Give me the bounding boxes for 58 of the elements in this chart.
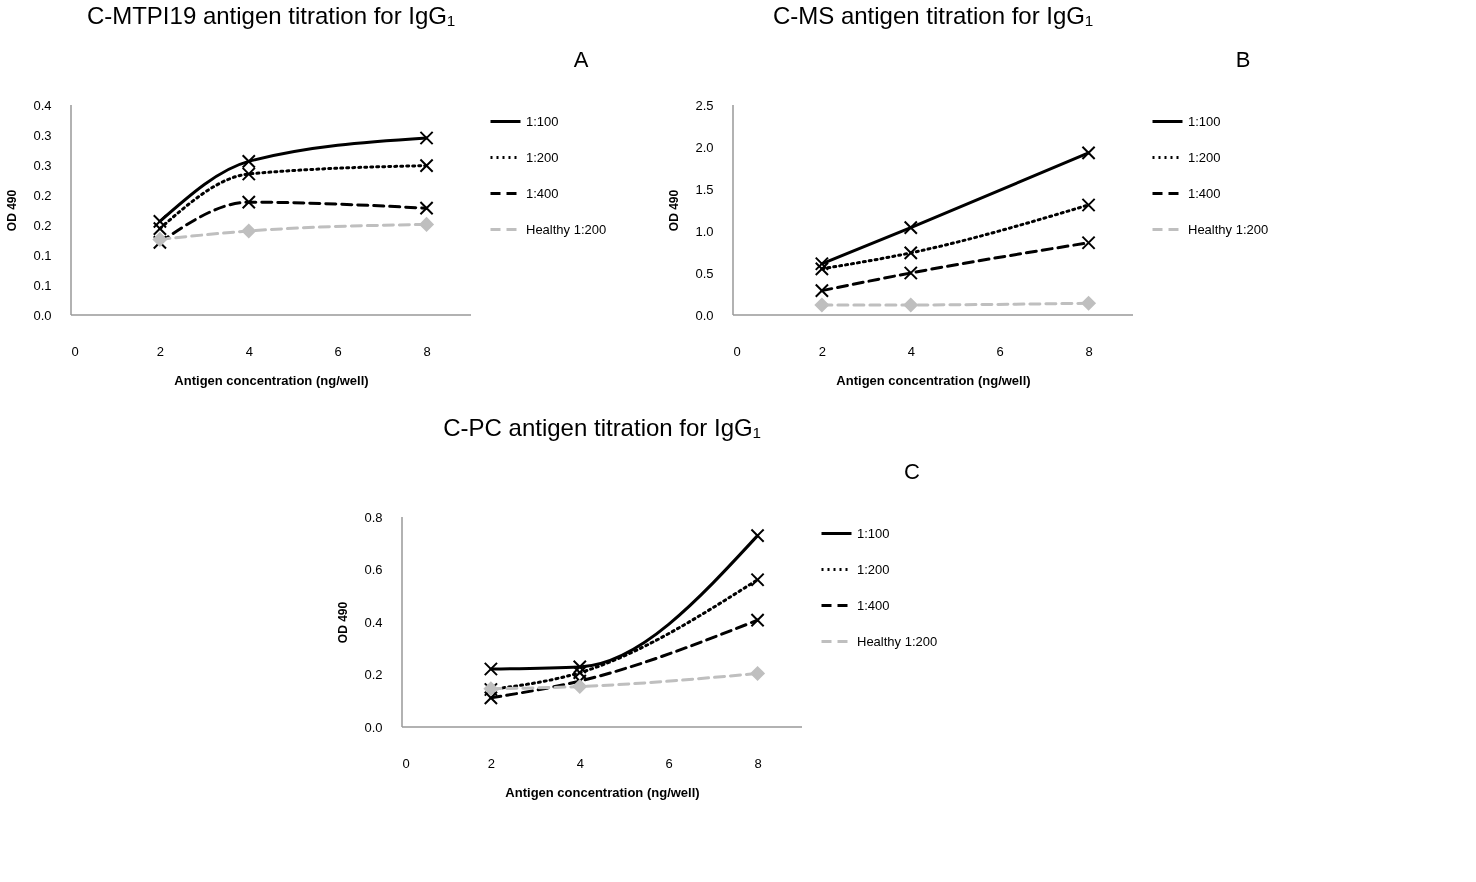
x-tick-label: 0 bbox=[733, 343, 741, 359]
y-tick-label: 0.0 bbox=[364, 719, 383, 735]
y-tick-label: 2.0 bbox=[695, 139, 714, 155]
x-tick-label: 8 bbox=[754, 755, 762, 771]
y-tick-label: 0.0 bbox=[33, 307, 52, 323]
legend-label: 1:200 bbox=[1188, 149, 1221, 165]
y-tick-label: 0.3 bbox=[33, 127, 52, 143]
text: A bbox=[573, 47, 589, 72]
x-tick-label: 8 bbox=[1085, 343, 1093, 359]
legend-label: Healthy 1:200 bbox=[857, 633, 938, 649]
x-tick-label: 4 bbox=[245, 343, 253, 359]
y-tick-label: 0.2 bbox=[364, 667, 383, 682]
legend-label: 1:200 bbox=[857, 561, 890, 577]
x-tick-label: 6 bbox=[996, 343, 1004, 359]
x-tick-label: 4 bbox=[907, 343, 915, 359]
chart-title: C-MS antigen titration for IgG₁ bbox=[772, 2, 1094, 29]
y-tick-label: 0.2 bbox=[33, 187, 52, 203]
y-tick-label: 0.0 bbox=[695, 307, 714, 323]
x-tick-label: 4 bbox=[576, 755, 584, 771]
y-axis-title: OD 490 bbox=[5, 189, 20, 232]
y-tick-label: 2.5 bbox=[695, 97, 714, 113]
x-tick-label: 2 bbox=[156, 343, 165, 359]
legend-label: 1:100 bbox=[857, 525, 890, 541]
legend-label: 1:400 bbox=[526, 185, 559, 201]
x-axis-title: Antigen concentration (ng/well) bbox=[174, 372, 369, 388]
x-tick-label: 8 bbox=[423, 343, 431, 359]
legend-label: Healthy 1:200 bbox=[1188, 221, 1269, 237]
legend-label: 1:400 bbox=[857, 597, 890, 613]
text: C bbox=[904, 459, 921, 484]
text: B bbox=[1235, 47, 1251, 72]
y-axis-title: OD 490 bbox=[336, 601, 351, 644]
y-tick-label: 0.5 bbox=[695, 265, 714, 281]
legend-label: 1:200 bbox=[526, 149, 559, 165]
legend-label: Healthy 1:200 bbox=[526, 221, 607, 237]
y-tick-label: 1.0 bbox=[695, 223, 714, 239]
y-tick-label: 0.4 bbox=[364, 614, 383, 630]
legend-label: 1:100 bbox=[526, 113, 559, 129]
x-tick-label: 0 bbox=[402, 755, 410, 771]
y-tick-label: 0.8 bbox=[364, 509, 383, 525]
x-tick-label: 6 bbox=[334, 343, 342, 359]
y-tick-label: 0.2 bbox=[33, 217, 52, 233]
y-tick-label: 0.1 bbox=[33, 247, 52, 263]
chart-title: C-PC antigen titration for IgG₁ bbox=[443, 414, 761, 441]
y-tick-label: 0.3 bbox=[33, 157, 52, 173]
y-tick-label: 0.6 bbox=[364, 562, 383, 577]
y-axis-title: OD 490 bbox=[667, 189, 682, 232]
y-tick-label: 0.4 bbox=[33, 97, 52, 113]
x-tick-label: 0 bbox=[71, 343, 79, 359]
legend-label: 1:400 bbox=[1188, 185, 1221, 201]
x-axis-title: Antigen concentration (ng/well) bbox=[505, 784, 700, 800]
x-tick-label: 6 bbox=[665, 755, 673, 771]
legend-label: 1:100 bbox=[1188, 113, 1221, 129]
y-tick-label: 1.5 bbox=[695, 181, 714, 197]
x-tick-label: 2 bbox=[487, 755, 496, 771]
chart-title: C-MTPI19 antigen titration for IgG₁ bbox=[86, 2, 456, 29]
y-tick-label: 0.1 bbox=[33, 277, 52, 293]
x-tick-label: 2 bbox=[818, 343, 827, 359]
x-axis-title: Antigen concentration (ng/well) bbox=[836, 372, 1031, 388]
